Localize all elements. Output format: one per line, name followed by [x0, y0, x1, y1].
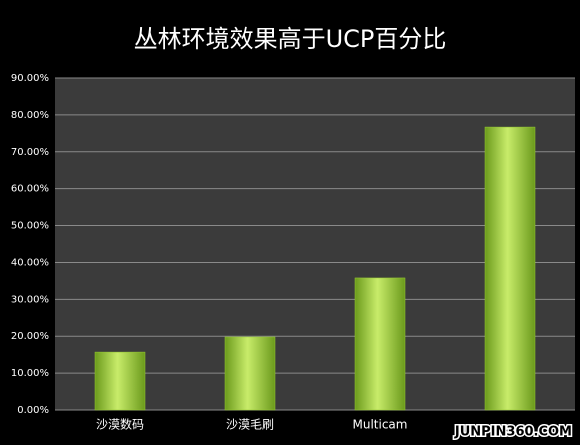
bar — [484, 126, 536, 411]
watermark: JUNPIN360.COM — [454, 425, 572, 440]
x-tick-label: Multicam — [353, 418, 408, 432]
y-tick-label: 40.00% — [11, 257, 49, 268]
bar — [224, 336, 276, 411]
y-tick-label: 80.00% — [11, 110, 49, 121]
y-tick-label: 70.00% — [11, 147, 49, 158]
y-tick-label: 60.00% — [11, 184, 49, 195]
bar — [94, 351, 146, 411]
y-tick-label: 90.00% — [11, 73, 49, 84]
y-tick-label: 10.00% — [11, 368, 49, 379]
chart-title: 丛林环境效果高于UCP百分比 — [134, 25, 447, 53]
x-tick-label: 沙漠数码 — [96, 417, 144, 432]
y-tick-label: 30.00% — [11, 294, 49, 305]
y-tick-label: 50.00% — [11, 221, 49, 232]
x-tick-label: 沙漠毛刷 — [226, 418, 274, 432]
y-tick-label: 0.00% — [17, 405, 49, 416]
bar — [354, 277, 406, 411]
y-tick-label: 20.00% — [11, 331, 49, 342]
